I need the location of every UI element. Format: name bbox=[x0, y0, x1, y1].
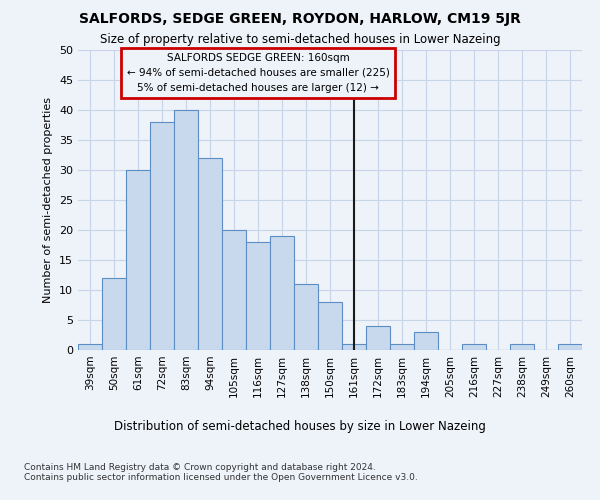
Bar bbox=[318, 302, 342, 350]
Bar bbox=[150, 122, 174, 350]
Bar bbox=[102, 278, 126, 350]
Y-axis label: Number of semi-detached properties: Number of semi-detached properties bbox=[43, 97, 53, 303]
Bar bbox=[126, 170, 150, 350]
Bar bbox=[414, 332, 438, 350]
Text: SALFORDS SEDGE GREEN: 160sqm
← 94% of semi-detached houses are smaller (225)
5% : SALFORDS SEDGE GREEN: 160sqm ← 94% of se… bbox=[127, 53, 389, 92]
Bar bbox=[246, 242, 270, 350]
Text: SALFORDS, SEDGE GREEN, ROYDON, HARLOW, CM19 5JR: SALFORDS, SEDGE GREEN, ROYDON, HARLOW, C… bbox=[79, 12, 521, 26]
Bar bbox=[222, 230, 246, 350]
Bar bbox=[198, 158, 222, 350]
Bar bbox=[174, 110, 198, 350]
Text: Contains HM Land Registry data © Crown copyright and database right 2024.
Contai: Contains HM Land Registry data © Crown c… bbox=[24, 462, 418, 482]
Bar bbox=[78, 344, 102, 350]
Text: Size of property relative to semi-detached houses in Lower Nazeing: Size of property relative to semi-detach… bbox=[100, 32, 500, 46]
Bar bbox=[366, 326, 390, 350]
Bar bbox=[390, 344, 414, 350]
Bar bbox=[294, 284, 318, 350]
Bar bbox=[270, 236, 294, 350]
Bar bbox=[342, 344, 366, 350]
Text: Distribution of semi-detached houses by size in Lower Nazeing: Distribution of semi-detached houses by … bbox=[114, 420, 486, 433]
Bar bbox=[558, 344, 582, 350]
Bar bbox=[462, 344, 486, 350]
Bar bbox=[510, 344, 534, 350]
